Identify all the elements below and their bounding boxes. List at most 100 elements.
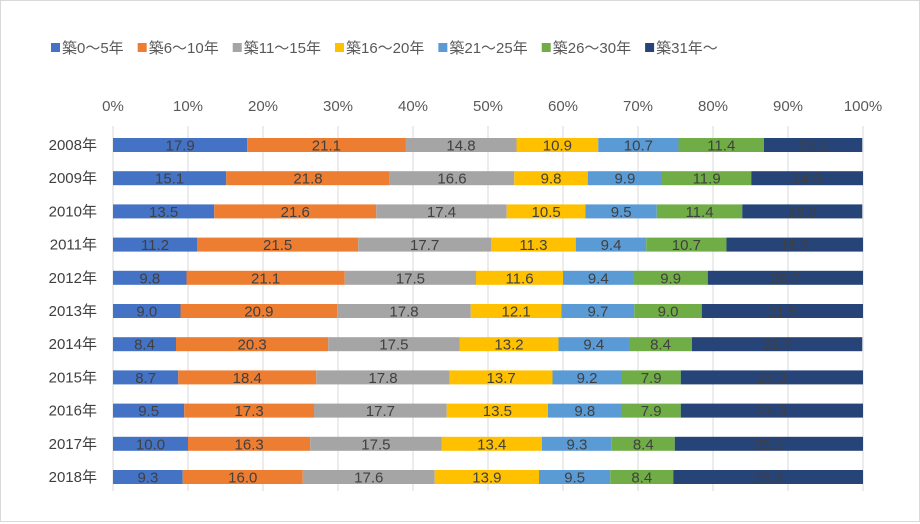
category-label: 2012年	[49, 270, 97, 287]
bar-segment	[188, 436, 311, 451]
bar-segment	[558, 337, 629, 352]
data-label: 8.4	[650, 337, 671, 354]
data-label: 18.4	[233, 370, 262, 387]
data-label: 25.3	[754, 470, 783, 487]
bar-segment	[449, 370, 553, 385]
data-label: 9.5	[138, 403, 159, 420]
bar-segment	[197, 237, 359, 252]
data-label: 16.3	[235, 436, 264, 453]
data-label: 13.9	[472, 470, 501, 487]
x-tick-label: 40%	[398, 98, 428, 115]
bar-segment	[113, 370, 179, 385]
bar-segment	[633, 270, 708, 285]
bar-segment	[405, 138, 517, 152]
data-label: 14.9	[793, 171, 822, 188]
data-label: 9.0	[658, 304, 679, 321]
data-label: 9.8	[574, 403, 595, 420]
data-label: 21.6	[281, 204, 310, 221]
bar-segment	[674, 436, 863, 451]
x-tick-label: 20%	[248, 98, 278, 115]
bar-segment	[742, 204, 863, 219]
category-label: 2016年	[49, 403, 97, 420]
x-tick-label: 70%	[623, 98, 653, 115]
data-label: 13.5	[483, 403, 512, 420]
data-label: 21.5	[263, 237, 292, 254]
data-label: 8.4	[134, 337, 155, 354]
data-label: 21.5	[768, 304, 797, 321]
data-label: 20.7	[771, 270, 800, 287]
category-label: 2010年	[49, 203, 97, 220]
bar-segment	[459, 337, 559, 352]
bar-segment	[629, 337, 692, 352]
data-label: 17.6	[354, 470, 383, 487]
data-label: 8.7	[135, 370, 156, 387]
bar-segment	[563, 270, 634, 285]
legend-swatch	[334, 43, 344, 52]
bar-segment	[113, 204, 215, 219]
legend-swatch	[438, 43, 448, 52]
x-tick-label: 0%	[102, 98, 124, 115]
bar-segment	[310, 436, 442, 451]
bar-segment	[514, 171, 588, 186]
data-label: 10.0	[136, 436, 165, 453]
data-label: 15.1	[155, 171, 184, 188]
bar-segment	[621, 370, 681, 385]
category-label: 2009年	[49, 170, 97, 187]
data-label: 17.5	[361, 436, 390, 453]
category-label: 2014年	[49, 336, 97, 353]
legend-swatch	[541, 43, 551, 52]
data-label: 21.8	[293, 171, 322, 188]
data-label: 11.4	[685, 204, 713, 221]
data-label: 11.9	[693, 171, 721, 188]
bar-segment	[178, 370, 317, 385]
category-label: 2017年	[49, 436, 97, 453]
data-label: 18.2	[780, 237, 809, 254]
bar-segment	[610, 470, 674, 484]
data-label: 17.4	[427, 204, 456, 221]
bar-segment	[764, 138, 863, 152]
data-label: 17.5	[379, 337, 408, 354]
bar-segment	[113, 403, 185, 418]
bar-segment	[680, 370, 863, 385]
legend-swatch	[137, 43, 147, 52]
data-label: 11.4	[707, 138, 735, 155]
bar-segment	[344, 270, 476, 285]
data-label: 10.9	[543, 138, 572, 155]
x-tick-label: 60%	[548, 98, 578, 115]
data-label: 16.0	[788, 204, 817, 221]
bar-segment	[180, 304, 338, 318]
bar-segment	[113, 237, 197, 252]
bar-segment	[316, 370, 450, 385]
x-tick-label: 90%	[773, 98, 803, 115]
data-label: 13.7	[487, 370, 516, 387]
bar-segment	[113, 304, 181, 318]
data-label: 16.6	[437, 171, 466, 188]
bar-segment	[598, 138, 679, 152]
bar-segment	[113, 138, 248, 152]
bar-segment	[673, 470, 863, 484]
data-label: 7.9	[641, 403, 662, 420]
bar-segment	[692, 337, 863, 352]
bar-segment	[552, 370, 622, 385]
category-label: 2018年	[49, 469, 97, 486]
x-tick-label: 100%	[844, 98, 882, 115]
bar-segment	[548, 403, 622, 418]
bar-segment	[621, 403, 681, 418]
data-label: 9.9	[614, 171, 635, 188]
bar-segment	[646, 237, 727, 252]
bar-segment	[491, 237, 576, 252]
legend-label: 築6～10年	[149, 39, 219, 57]
data-label: 9.8	[139, 270, 160, 287]
bar-segment	[358, 237, 491, 252]
data-label: 13.4	[477, 436, 506, 453]
bar-segment	[113, 470, 183, 484]
x-tick-label: 50%	[473, 98, 503, 115]
bar-segment	[575, 237, 647, 252]
data-label: 9.8	[541, 171, 562, 188]
bar-segment	[542, 436, 612, 451]
data-label: 9.5	[564, 470, 585, 487]
data-label: 17.5	[396, 270, 425, 287]
category-label: 2008年	[49, 137, 97, 154]
bar-segment	[585, 204, 657, 219]
bar-segment	[707, 270, 863, 285]
